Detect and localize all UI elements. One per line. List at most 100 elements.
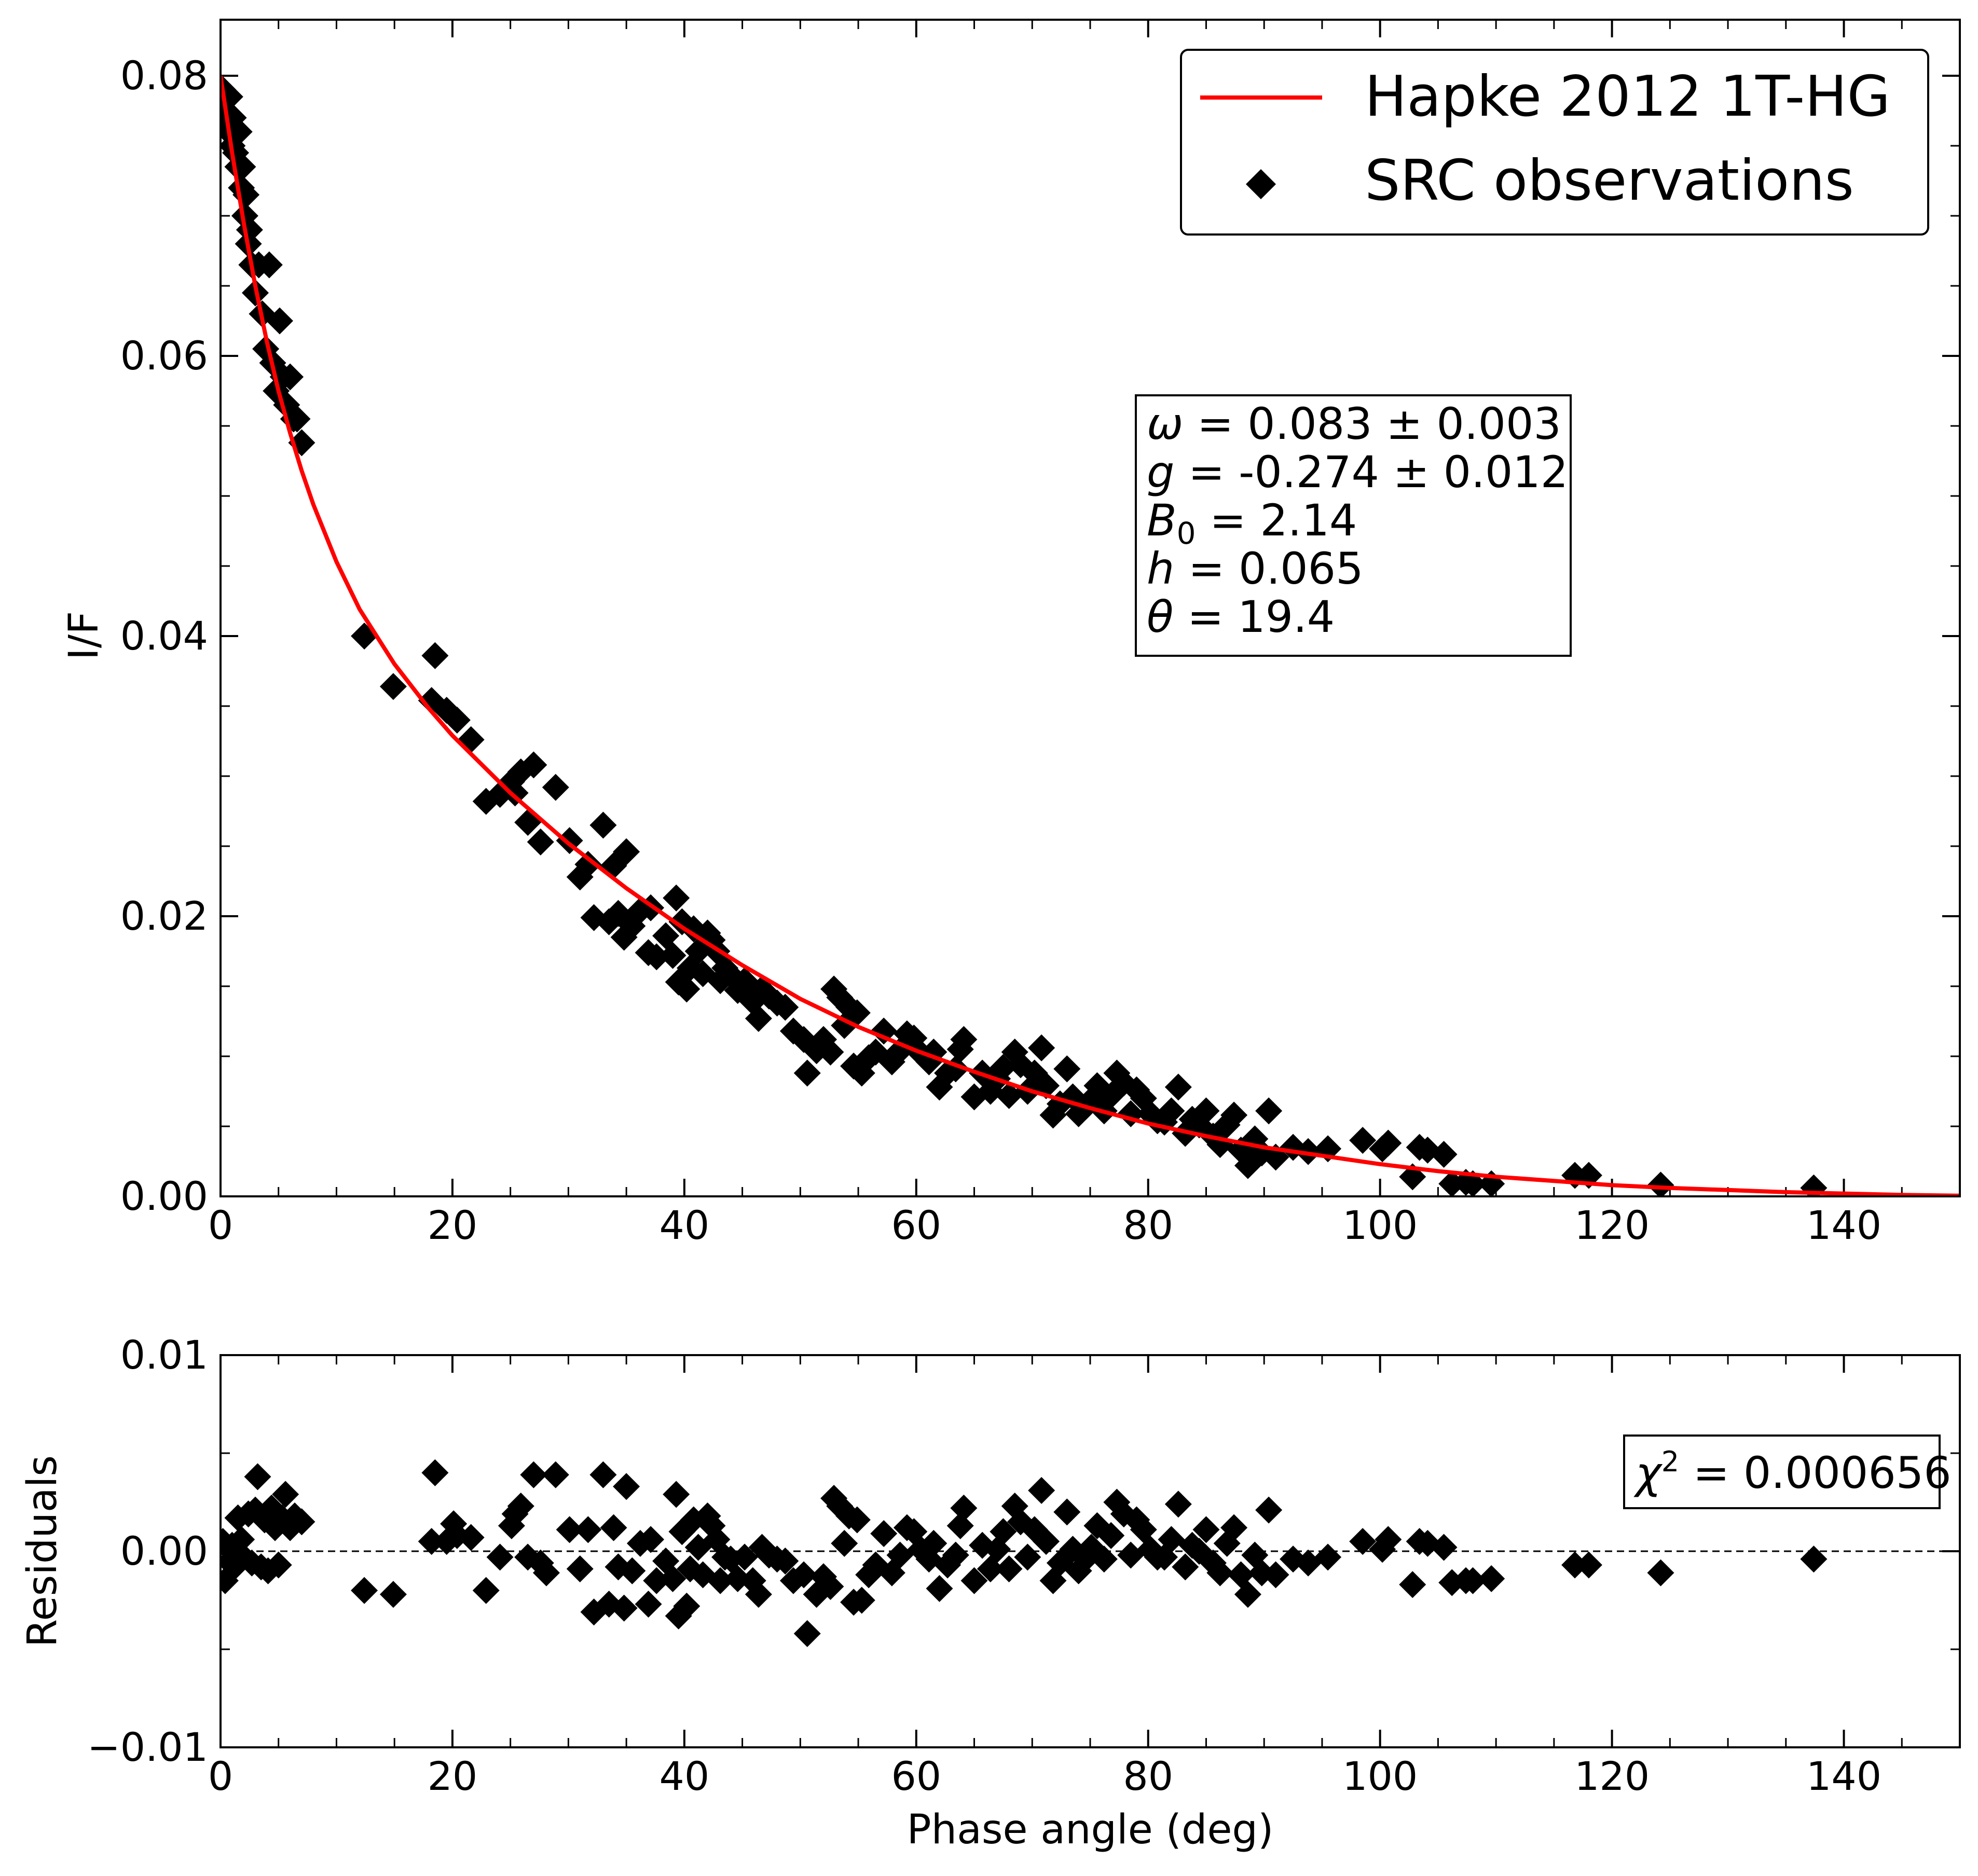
residual-point — [1314, 1543, 1342, 1571]
observation-point — [613, 838, 640, 865]
residual-point — [1399, 1571, 1426, 1598]
main-plot-tick-labels: 0 20 40 60 80 100 120 140 0.00 0.02 0.04 0.06 0.08 — [120, 52, 1881, 1248]
residual-point — [870, 1520, 898, 1547]
residual-point — [619, 1557, 646, 1584]
residual-point — [772, 1547, 799, 1575]
residual-point — [1430, 1534, 1458, 1561]
main-plot-area — [221, 75, 1960, 1196]
observation-point — [255, 251, 283, 279]
fit-parameters-frame — [1135, 394, 1572, 657]
residual-point — [1349, 1528, 1377, 1555]
top-x-tick-label: 80 — [1123, 1202, 1173, 1248]
residual-point — [1097, 1522, 1125, 1549]
legend-diamond-swatch — [1246, 169, 1276, 199]
residual-point — [848, 1587, 875, 1614]
observation-point — [848, 1059, 875, 1087]
residual-point — [589, 1461, 617, 1488]
residual-point — [950, 1494, 978, 1522]
residual-point — [1172, 1553, 1199, 1581]
observation-point — [1375, 1129, 1402, 1157]
residual-point — [643, 1567, 670, 1594]
hapke-model-curve — [221, 75, 1960, 1196]
observation-point — [793, 1059, 821, 1087]
residual-points — [221, 1459, 1828, 1647]
bottom-x-tick-label: 0 — [208, 1753, 233, 1799]
residual-point — [886, 1541, 914, 1569]
residual-point — [817, 1573, 844, 1601]
residual-point — [659, 1565, 686, 1592]
legend-label-observations: SRC observations — [1365, 148, 1854, 213]
observation-point — [950, 1026, 978, 1053]
residual-point — [1117, 1541, 1145, 1569]
residual-point — [1647, 1559, 1674, 1587]
top-y-tick-label: 0.06 — [120, 333, 208, 379]
top-x-tick-label: 100 — [1342, 1202, 1418, 1248]
residual-point — [1028, 1477, 1055, 1504]
bottom-x-tick-label: 140 — [1806, 1753, 1881, 1799]
residual-point — [251, 1506, 278, 1534]
observation-point — [1647, 1171, 1674, 1196]
residuals-tick-labels: 0 20 40 60 80 100 120 140 −0.01 0.00 0.01 — [87, 1332, 1881, 1799]
residual-point — [351, 1577, 378, 1604]
residual-point — [1164, 1491, 1192, 1518]
top-x-tick-label: 20 — [428, 1202, 478, 1248]
observation-point — [990, 1054, 1017, 1081]
bottom-y-tick-label: 0.00 — [120, 1528, 208, 1574]
observation-point — [589, 811, 617, 839]
observation-point — [843, 999, 871, 1027]
residual-point — [556, 1516, 583, 1543]
residual-point — [663, 1481, 690, 1508]
observation-point — [1430, 1141, 1458, 1168]
residual-point — [574, 1516, 602, 1543]
residual-point — [421, 1459, 449, 1486]
top-y-tick-label: 0.08 — [120, 52, 208, 99]
bottom-x-tick-label: 120 — [1574, 1753, 1650, 1799]
main-plot-ticks — [219, 20, 1961, 1197]
x-axis-label: Phase angle (deg) — [907, 1806, 1274, 1853]
observation-point — [443, 707, 471, 734]
top-x-tick-label: 140 — [1806, 1202, 1881, 1248]
param-h: h = 0.065 — [1147, 543, 1364, 594]
observation-point — [1158, 1097, 1185, 1125]
observation-point — [574, 851, 602, 878]
bottom-x-tick-label: 60 — [891, 1753, 941, 1799]
top-x-tick-label: 120 — [1574, 1202, 1650, 1248]
observation-point — [283, 405, 311, 433]
residual-point — [1206, 1559, 1234, 1587]
observation-point — [421, 642, 449, 669]
observation-point — [1053, 1055, 1081, 1083]
observation-point — [1192, 1097, 1220, 1125]
residual-point — [960, 1567, 988, 1594]
residual-point — [418, 1528, 445, 1555]
residual-point — [272, 1481, 299, 1508]
observation-point — [1028, 1034, 1055, 1061]
residual-point — [221, 1567, 239, 1594]
residual-point — [926, 1575, 953, 1602]
residual-point — [637, 1526, 665, 1553]
residual-point — [1561, 1551, 1589, 1579]
main-plot-panel: 0 20 40 60 80 100 120 140 0.00 0.02 0.04 0.06 0.08 I… — [61, 19, 1961, 1248]
residual-point — [457, 1524, 485, 1551]
residual-point — [1192, 1516, 1220, 1543]
legend-box — [1180, 49, 1929, 236]
residual-point — [1800, 1546, 1828, 1573]
residual-point — [507, 1493, 534, 1520]
residual-point — [1262, 1561, 1289, 1589]
residual-point — [1090, 1546, 1118, 1573]
observation-point — [745, 1005, 772, 1032]
legend: Hapke 2012 1T-HG SRC observations — [1180, 49, 1929, 236]
residual-point — [1220, 1514, 1248, 1541]
main-plot-frame — [219, 19, 1961, 1197]
param-theta: θ = 19.4 — [1147, 591, 1335, 642]
chi-square-box: χ2 = 0.000656 — [1623, 1434, 1952, 1509]
residual-point — [244, 1463, 271, 1491]
observation-point — [1255, 1097, 1283, 1125]
bottom-x-tick-label: 20 — [428, 1753, 478, 1799]
residual-point — [1234, 1581, 1261, 1608]
observation-point — [277, 363, 304, 391]
observation-point — [1220, 1101, 1248, 1129]
observation-point — [527, 828, 554, 856]
observation-point — [870, 1017, 898, 1045]
top-y-tick-label: 0.04 — [120, 613, 208, 659]
chi-square-value: χ2 = 0.000656 — [1633, 1445, 1952, 1498]
